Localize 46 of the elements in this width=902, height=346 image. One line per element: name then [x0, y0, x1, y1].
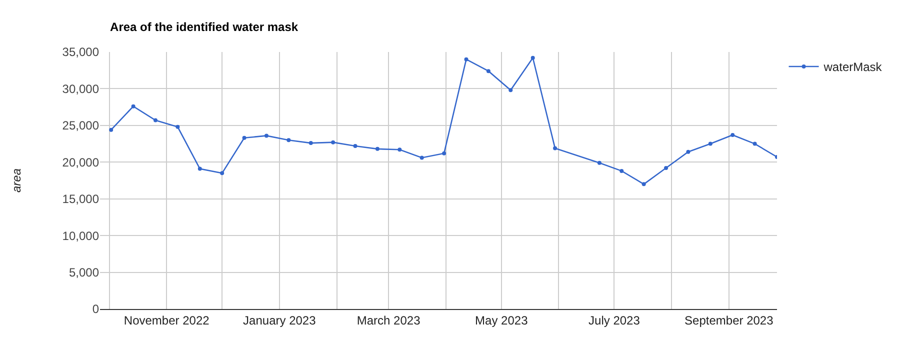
point	[109, 128, 114, 132]
point	[553, 146, 558, 150]
x-tick-label: March 2023	[356, 313, 421, 328]
point	[264, 134, 268, 138]
point	[486, 69, 490, 74]
y-tick-label: 0	[92, 302, 100, 316]
y-tick-label: 35,000	[62, 45, 100, 60]
x-tick-label: January 2023	[243, 313, 316, 328]
y-tick-label: 15,000	[62, 192, 100, 206]
point	[752, 142, 757, 146]
x-tick-label: November 2022	[124, 313, 210, 328]
y-tick-label: 10,000	[62, 228, 100, 243]
point	[620, 168, 624, 173]
y-tick-label: 30,000	[62, 82, 100, 96]
point	[708, 142, 712, 146]
point	[530, 56, 535, 60]
point	[420, 156, 424, 160]
x-tick-label: May 2023	[475, 313, 528, 328]
point	[198, 166, 202, 171]
point	[242, 136, 246, 140]
point	[464, 57, 468, 62]
y-tick-label: 25,000	[62, 118, 100, 133]
chart-title: Area of the identified water mask	[110, 20, 298, 34]
point	[331, 140, 336, 144]
point	[375, 146, 380, 151]
x-tick-label: July 2023	[588, 313, 640, 328]
point	[442, 151, 446, 156]
point	[308, 141, 313, 146]
point	[286, 138, 291, 142]
point	[220, 171, 224, 176]
point	[686, 150, 690, 154]
point	[153, 118, 158, 122]
point	[642, 182, 646, 186]
y-axis-title: area	[10, 168, 24, 193]
point	[353, 144, 358, 148]
point	[176, 124, 180, 129]
x-tick-label: September 2023	[684, 313, 774, 328]
y-tick-label: 20,000	[62, 155, 100, 170]
point	[508, 88, 513, 92]
point	[597, 160, 602, 165]
y-tick-label: 5,000	[68, 265, 100, 280]
point	[131, 104, 136, 108]
point	[730, 132, 735, 137]
point	[398, 148, 402, 152]
legend-label: waterMask	[822, 60, 883, 74]
point	[664, 166, 668, 170]
